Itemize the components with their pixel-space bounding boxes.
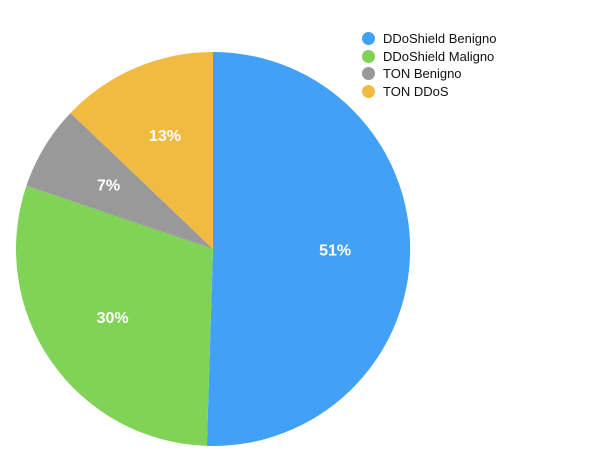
pie-slice-ddoshield-benigno — [206, 51, 411, 446]
legend-label: TON DDoS — [383, 83, 449, 99]
legend-item-ton-ddos: TON DDoS — [362, 83, 496, 101]
legend-label: DDoShield Benigno — [383, 31, 497, 47]
legend-item-ddoshield-maligno: DDoShield Maligno — [362, 48, 496, 66]
pie-slice-label-ddoshield-maligno: 30% — [97, 310, 129, 327]
legend-swatch — [362, 84, 375, 98]
legend-item-ton-benigno: TON Benigno — [362, 65, 496, 83]
pie-slice-label-ddoshield-benigno: 51% — [319, 242, 351, 259]
pie-slice-ton-benigno — [26, 112, 213, 250]
legend-swatch — [362, 32, 375, 46]
legend-swatch — [362, 67, 375, 81]
chart-legend: DDoShield Benigno DDoShield Maligno TON … — [362, 30, 496, 100]
legend-item-ddoshield-benigno: DDoShield Benigno — [362, 30, 496, 48]
pie-slice-ton-ddos — [70, 52, 214, 249]
legend-swatch — [362, 49, 375, 63]
pie-slice-label-ton-ddos: 13% — [149, 128, 181, 145]
legend-label: TON Benigno — [383, 66, 462, 82]
legend-label: DDoShield Maligno — [383, 48, 495, 64]
pie-slice-labels: 51% 30% 7% 13% — [97, 128, 352, 327]
pie-slices — [15, 51, 411, 446]
pie-slice-ddoshield-maligno — [15, 185, 214, 446]
pie-slice-label-ton-benigno: 7% — [97, 177, 120, 194]
